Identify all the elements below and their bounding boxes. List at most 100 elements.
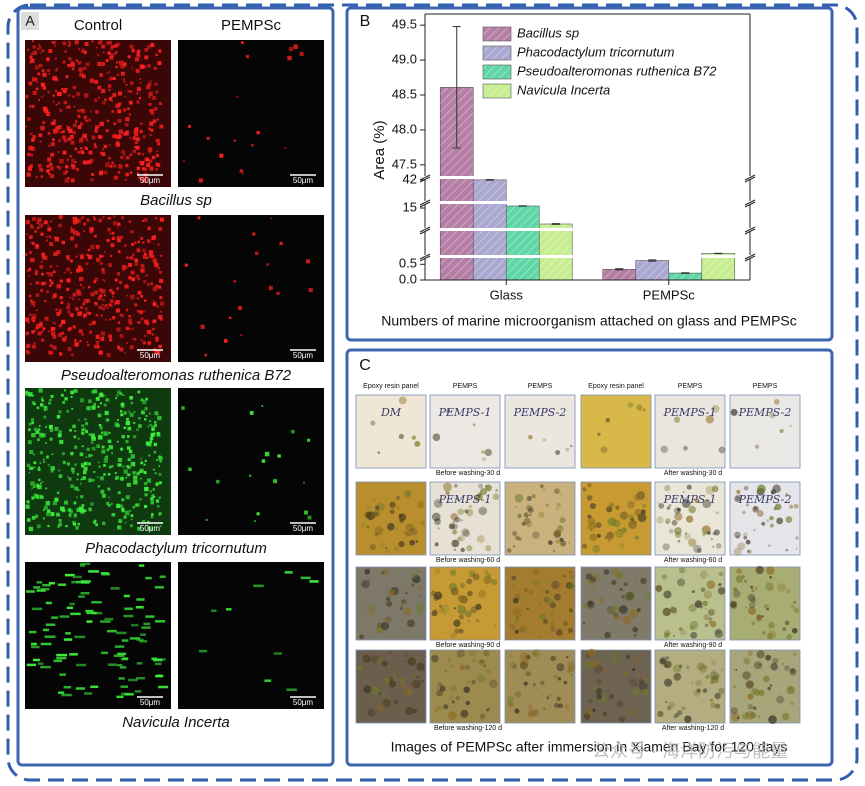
cell [149, 423, 152, 427]
fouling-spot [564, 704, 570, 710]
cell [97, 405, 100, 408]
cell [30, 283, 32, 285]
cell [43, 220, 48, 225]
cell [33, 427, 38, 431]
cell [60, 312, 63, 315]
fouling-spot [443, 613, 447, 616]
cell [156, 154, 159, 157]
cell [105, 303, 108, 307]
cell [253, 584, 264, 588]
fouling-spot [632, 688, 640, 697]
fouling-spot [733, 547, 742, 556]
fouling-spot [411, 572, 418, 579]
cell [135, 503, 139, 507]
cell [67, 508, 72, 512]
fouling-spot [789, 701, 795, 706]
cell [100, 572, 109, 575]
panel-handwriting: PEMPS-1 [438, 493, 492, 506]
cell [93, 145, 98, 149]
cell [140, 398, 144, 402]
cell [107, 473, 111, 476]
cell [128, 220, 132, 224]
cell [49, 242, 54, 247]
fouling-spot [741, 574, 745, 578]
legend-label: Pseudoalteromonas ruthenica B72 [517, 63, 717, 78]
photo [654, 566, 726, 641]
cell [66, 462, 71, 466]
cell [147, 520, 150, 524]
fouling-spot [765, 654, 772, 661]
cell [91, 390, 95, 394]
fouling-spot [374, 656, 383, 665]
cell [150, 439, 153, 441]
cell [87, 254, 93, 260]
fouling-spot [527, 709, 536, 718]
cell [41, 49, 45, 53]
fouling-spot [769, 575, 772, 579]
cell [116, 236, 121, 241]
fouling-spot [774, 503, 782, 511]
cell [38, 323, 43, 328]
fouling-spot [465, 700, 471, 706]
cell [124, 352, 126, 354]
cell [36, 226, 40, 230]
photo: DM [355, 394, 427, 469]
fouling-spot [656, 516, 664, 524]
cell [77, 151, 80, 154]
cell [133, 435, 137, 439]
fouling-spot [463, 686, 470, 694]
cell [52, 334, 57, 339]
fouling-spot [744, 606, 748, 609]
cell [114, 397, 118, 400]
cell [276, 291, 280, 295]
fouling-spot [747, 703, 754, 710]
cell [116, 663, 123, 667]
cell [81, 51, 83, 53]
cell [27, 117, 31, 121]
cell [122, 394, 125, 396]
cell [37, 662, 44, 665]
fouling-spot [378, 692, 382, 696]
cell [47, 227, 52, 232]
fouling-spot [509, 661, 516, 669]
cell [109, 288, 113, 293]
fouling-spot [485, 545, 492, 552]
cell [123, 469, 128, 474]
cell [127, 107, 130, 111]
cell [76, 663, 87, 667]
cell [79, 482, 82, 485]
cell [159, 124, 164, 129]
fouling-spot [484, 448, 492, 457]
fouling-spot [493, 624, 497, 627]
fouling-spot [372, 509, 381, 518]
fouling-spot [793, 607, 800, 614]
cell [83, 222, 87, 226]
cell [125, 116, 130, 122]
panel-label-box [21, 12, 39, 30]
cell [130, 514, 134, 517]
cell [119, 313, 122, 316]
fouling-spot [690, 631, 698, 639]
cell [101, 152, 106, 157]
cell [49, 398, 52, 401]
fouling-spot [592, 582, 596, 585]
cell [33, 342, 36, 345]
micrograph-bg [178, 215, 324, 362]
fouling-spot [678, 566, 686, 574]
cell [68, 105, 71, 108]
fouling-spot [443, 704, 449, 710]
fouling-spot [539, 484, 544, 489]
cell [139, 310, 144, 315]
cell [67, 347, 72, 352]
fouling-spot [563, 575, 566, 578]
micrograph-bg [178, 562, 324, 709]
fouling-spot [437, 682, 443, 687]
cell [204, 353, 208, 357]
fouling-spot [633, 687, 641, 696]
cell [56, 250, 61, 255]
cell [30, 58, 35, 63]
fouling-spot [681, 499, 691, 508]
cell [77, 109, 81, 113]
cell [99, 73, 104, 77]
cell [85, 262, 89, 266]
